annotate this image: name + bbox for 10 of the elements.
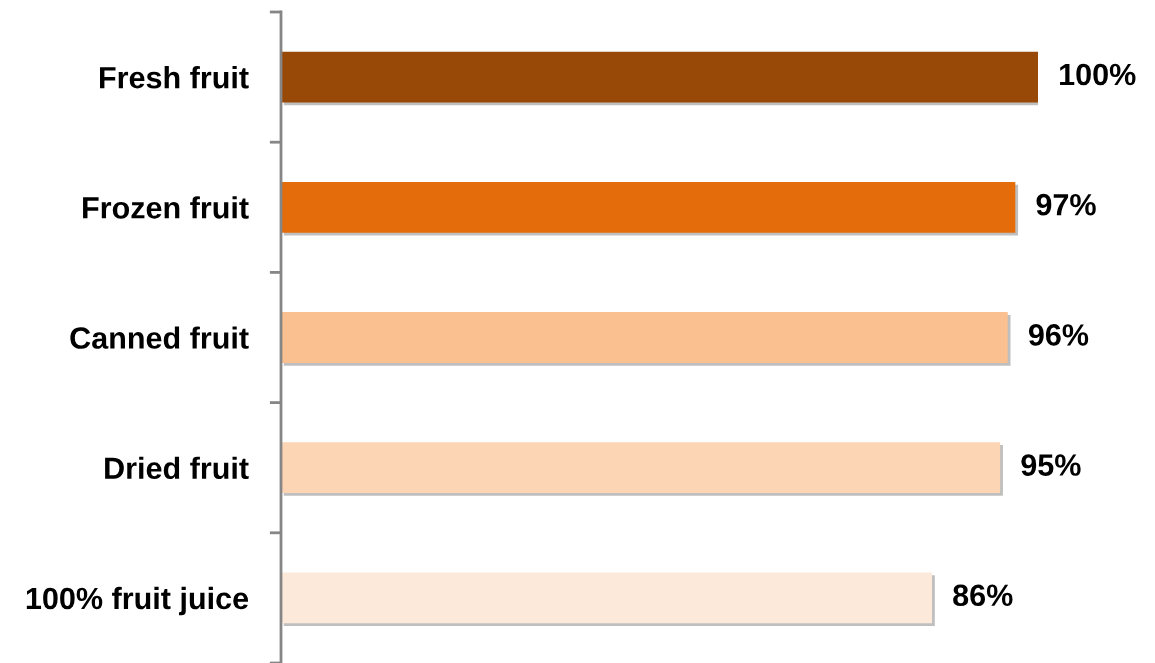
y-tick-label: 100% fruit juice xyxy=(26,586,249,616)
data-label: 100% xyxy=(1060,63,1136,86)
data-label: 96% xyxy=(1028,324,1089,346)
y-tick-label: Fresh fruit xyxy=(100,66,249,89)
y-tick-label: Canned fruit xyxy=(70,326,249,349)
y-tick-label: Dried fruit xyxy=(105,456,249,480)
y-tick-label: Frozen fruit xyxy=(83,196,249,219)
data-label: 97% xyxy=(1036,193,1096,216)
data-label: 95% xyxy=(1021,454,1081,476)
data-label: 86% xyxy=(953,584,1013,607)
